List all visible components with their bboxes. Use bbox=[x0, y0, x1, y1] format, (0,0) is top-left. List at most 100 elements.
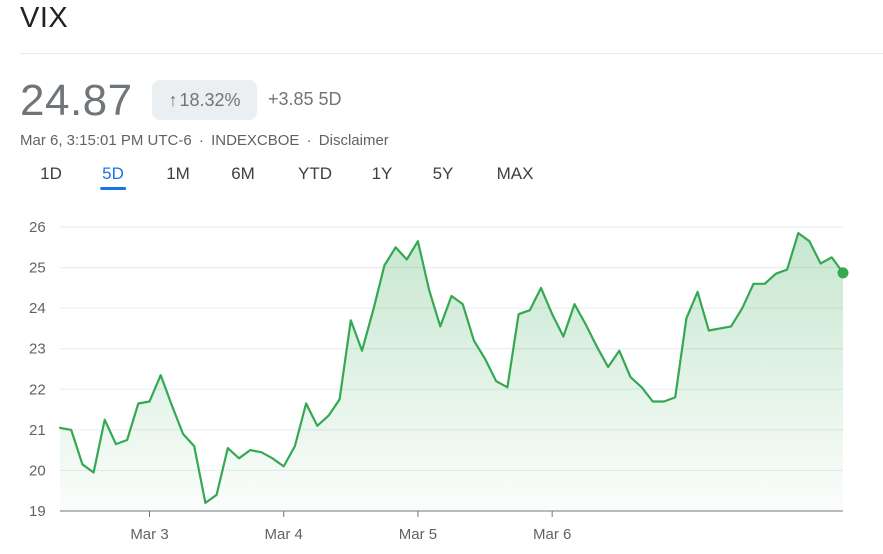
x-tick-label: Mar 6 bbox=[533, 526, 571, 543]
data-point bbox=[272, 457, 274, 459]
y-tick-label: 26 bbox=[29, 219, 46, 236]
header-divider bbox=[20, 53, 883, 54]
data-point bbox=[227, 447, 229, 449]
separator: · bbox=[198, 132, 204, 149]
data-point bbox=[786, 269, 788, 271]
data-point bbox=[104, 419, 106, 421]
y-tick-label: 23 bbox=[29, 341, 46, 358]
data-point bbox=[383, 265, 385, 267]
data-point bbox=[395, 246, 397, 248]
data-point bbox=[641, 386, 643, 388]
data-point bbox=[697, 291, 699, 293]
data-point bbox=[797, 232, 799, 234]
data-point bbox=[182, 433, 184, 435]
data-point bbox=[506, 386, 508, 388]
data-point bbox=[719, 327, 721, 329]
tab-5d[interactable]: 5D bbox=[100, 164, 126, 190]
data-point bbox=[663, 400, 665, 402]
exchange: INDEXCBOE bbox=[211, 132, 300, 149]
data-point bbox=[350, 319, 352, 321]
tab-max[interactable]: MAX bbox=[496, 164, 534, 183]
data-point bbox=[753, 283, 755, 285]
data-point bbox=[495, 380, 497, 382]
tab-1d[interactable]: 1D bbox=[40, 164, 62, 183]
data-point bbox=[540, 287, 542, 289]
data-point bbox=[361, 350, 363, 352]
tab-1y[interactable]: 1Y bbox=[371, 164, 393, 183]
data-point bbox=[585, 323, 587, 325]
data-point bbox=[708, 329, 710, 331]
tab-1m[interactable]: 1M bbox=[166, 164, 190, 183]
data-point bbox=[148, 400, 150, 402]
percent-change-value: 18.32% bbox=[179, 89, 241, 110]
tab-5y[interactable]: 5Y bbox=[432, 164, 454, 183]
data-point bbox=[137, 402, 139, 404]
data-point bbox=[808, 240, 810, 242]
data-point bbox=[473, 340, 475, 342]
data-point bbox=[462, 303, 464, 305]
x-tick-label: Mar 4 bbox=[265, 526, 303, 543]
data-point bbox=[316, 425, 318, 427]
data-point bbox=[115, 443, 117, 445]
timestamp: Mar 6, 3:15:01 PM UTC-6 bbox=[20, 132, 192, 149]
current-price-dot bbox=[837, 267, 849, 279]
data-point bbox=[730, 325, 732, 327]
data-point bbox=[775, 273, 777, 275]
y-tick-label: 21 bbox=[29, 422, 46, 439]
x-tick-label: Mar 5 bbox=[399, 526, 437, 543]
data-point bbox=[439, 325, 441, 327]
percent-change-badge: ↑ 18.32% bbox=[152, 80, 257, 120]
tab-ytd[interactable]: YTD bbox=[298, 164, 332, 183]
separator: · bbox=[306, 132, 312, 149]
y-tick-label: 24 bbox=[29, 300, 46, 317]
price-line bbox=[58, 232, 845, 504]
data-point bbox=[160, 374, 162, 376]
data-point bbox=[484, 358, 486, 360]
data-point bbox=[451, 295, 453, 297]
data-point bbox=[126, 439, 128, 441]
data-point bbox=[820, 263, 822, 265]
data-point bbox=[685, 317, 687, 319]
up-arrow-icon: ↑ bbox=[168, 89, 178, 110]
data-point bbox=[618, 350, 620, 352]
absolute-change: +3.85 5D bbox=[268, 89, 342, 109]
y-tick-label: 22 bbox=[29, 381, 46, 398]
price-area-fill bbox=[60, 233, 843, 511]
data-point bbox=[204, 502, 206, 504]
data-point bbox=[529, 309, 531, 311]
data-point bbox=[596, 346, 598, 348]
quote-meta: Mar 6, 3:15:01 PM UTC-6 · INDEXCBOE · Di… bbox=[20, 132, 389, 149]
data-point bbox=[59, 427, 61, 429]
data-point bbox=[294, 445, 296, 447]
y-tick-label: 20 bbox=[29, 462, 46, 479]
data-point bbox=[574, 303, 576, 305]
data-point bbox=[406, 258, 408, 260]
data-point bbox=[372, 309, 374, 311]
data-point bbox=[674, 396, 676, 398]
data-point bbox=[93, 471, 95, 473]
data-point bbox=[518, 313, 520, 315]
data-point bbox=[562, 336, 564, 338]
x-tick-label: Mar 3 bbox=[130, 526, 168, 543]
page-title: VIX bbox=[20, 2, 69, 34]
data-point bbox=[764, 283, 766, 285]
data-point bbox=[327, 415, 329, 417]
data-point bbox=[417, 240, 419, 242]
tab-6m[interactable]: 6M bbox=[231, 164, 255, 183]
data-point bbox=[339, 398, 341, 400]
data-point bbox=[249, 449, 251, 451]
data-point bbox=[551, 313, 553, 315]
data-point bbox=[283, 465, 285, 467]
data-point bbox=[629, 376, 631, 378]
data-point bbox=[81, 463, 83, 465]
data-point bbox=[260, 451, 262, 453]
data-point bbox=[305, 402, 307, 404]
y-tick-label: 25 bbox=[29, 260, 46, 277]
data-point bbox=[193, 445, 195, 447]
time-range-tabs: 1D 5D 1M 6M YTD 1Y 5Y MAX bbox=[0, 164, 600, 194]
disclaimer-link[interactable]: Disclaimer bbox=[318, 132, 389, 149]
data-point bbox=[70, 429, 72, 431]
data-point bbox=[831, 256, 833, 258]
data-point bbox=[741, 307, 743, 309]
